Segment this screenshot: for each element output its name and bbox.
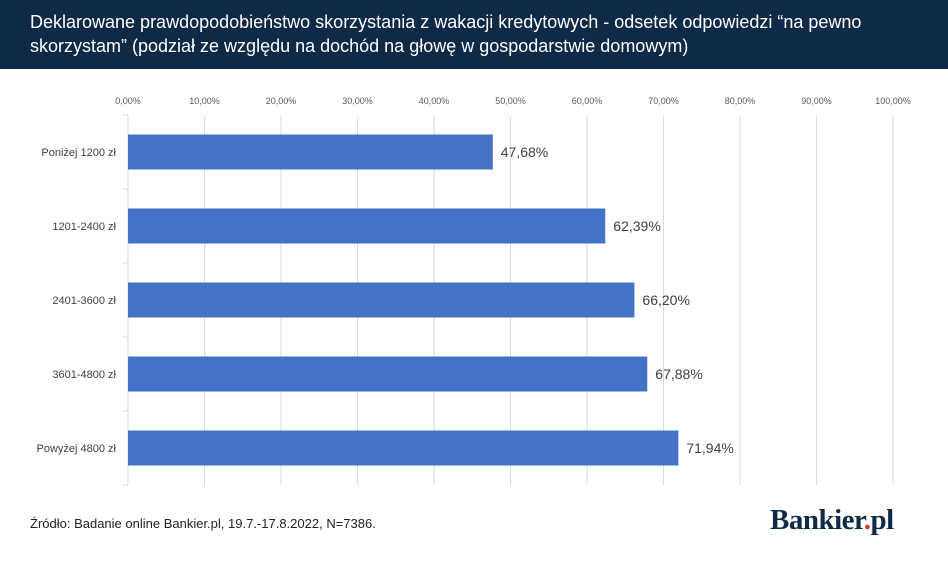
x-tick-label: 20,00%	[266, 96, 297, 106]
x-tick-label: 10,00%	[189, 96, 220, 106]
chart-header: Deklarowane prawdopodobieństwo skorzysta…	[0, 0, 948, 69]
x-axis-ticks: 0,00% 10,00% 20,00% 30,00% 40,00% 50,00% 60,00…	[115, 96, 911, 106]
bar	[128, 430, 679, 466]
x-tick-label: 50,00%	[495, 96, 526, 106]
data-label: 71,94%	[686, 440, 733, 456]
x-tick-label: 30,00%	[342, 96, 373, 106]
category-label: 3601-4800 zł	[52, 369, 116, 381]
x-tick-label: 60,00%	[572, 96, 603, 106]
y-axis	[123, 114, 129, 486]
bars	[128, 134, 679, 466]
bankier-logo: Bankier.pl	[770, 504, 894, 537]
data-labels: 47,68% 62,39% 66,20% 67,88% 71,94%	[501, 144, 734, 456]
bar	[128, 208, 606, 244]
bar	[128, 282, 635, 318]
category-label: Poniżej 1200 zł	[41, 147, 116, 159]
category-label: 1201-2400 zł	[52, 221, 116, 233]
data-label: 67,88%	[655, 366, 702, 382]
chart-title: Deklarowane prawdopodobieństwo skorzysta…	[30, 12, 862, 56]
category-label: Powyżej 4800 zł	[37, 443, 117, 455]
bar-chart: 0,00% 10,00% 20,00% 30,00% 40,00% 50,00% 60,00…	[37, 96, 911, 486]
x-tick-label: 70,00%	[648, 96, 679, 106]
data-label: 66,20%	[642, 292, 689, 308]
data-label: 62,39%	[613, 218, 660, 234]
x-tick-label: 40,00%	[419, 96, 450, 106]
category-labels: Poniżej 1200 zł 1201-2400 zł 2401-3600 zł 3…	[37, 147, 117, 455]
x-tick-label: 100,00%	[875, 96, 911, 106]
category-label: 2401-3600 zł	[52, 295, 116, 307]
x-tick-label: 0,00%	[115, 96, 141, 106]
logo-text: Bankier	[770, 504, 864, 536]
bar	[128, 356, 648, 392]
x-tick-label: 90,00%	[801, 96, 832, 106]
logo-dot: .	[863, 504, 871, 536]
source-note: Źródło: Badanie online Bankier.pl, 19.7.…	[30, 516, 376, 531]
logo-suffix: pl	[870, 504, 895, 536]
bar	[128, 134, 493, 170]
x-tick-label: 80,00%	[725, 96, 756, 106]
data-label: 47,68%	[501, 144, 548, 160]
